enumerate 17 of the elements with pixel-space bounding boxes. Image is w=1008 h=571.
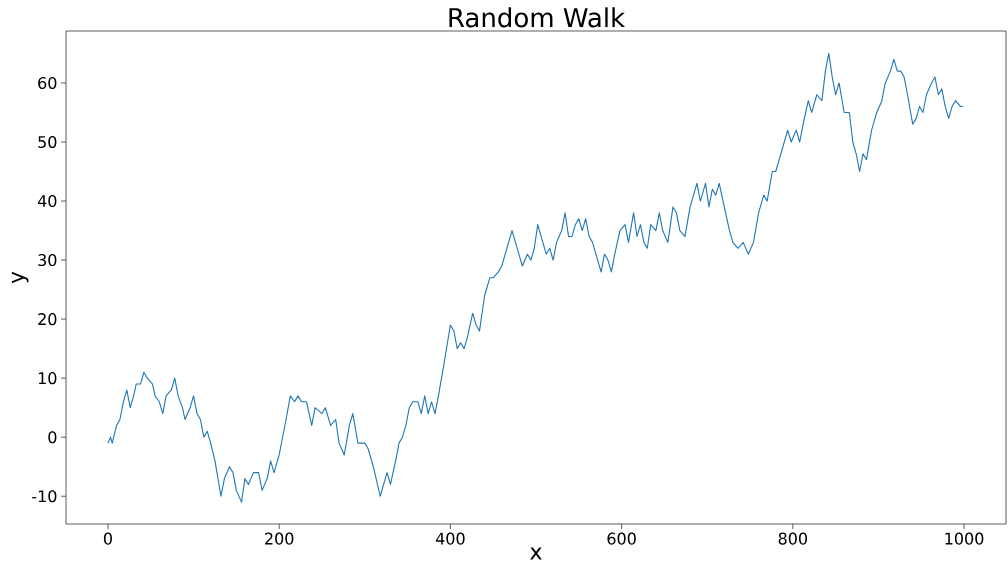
x-tick-label: 400 <box>435 532 465 545</box>
y-tick-label: 30 <box>38 254 57 267</box>
x-tick-label: 600 <box>607 532 636 545</box>
x-axis-title: x <box>530 547 542 560</box>
chart-title: Random Walk <box>449 7 626 28</box>
y-tick-label: 10 <box>38 372 57 385</box>
y-tick-label: 0 <box>48 431 57 444</box>
y-tick-label: 50 <box>38 135 57 149</box>
y-tick-label: 40 <box>37 194 57 208</box>
x-tick-label: 1000 <box>945 532 984 545</box>
y-tick-label: 60 <box>38 76 57 89</box>
x-tick-label: 0 <box>103 532 112 545</box>
y-tick-label: 20 <box>38 313 57 326</box>
y-tick-label: -10 <box>32 490 57 503</box>
x-tick-label: 800 <box>778 532 808 545</box>
x-tick-label: 200 <box>265 532 294 545</box>
y-axis-title: y <box>11 271 29 284</box>
